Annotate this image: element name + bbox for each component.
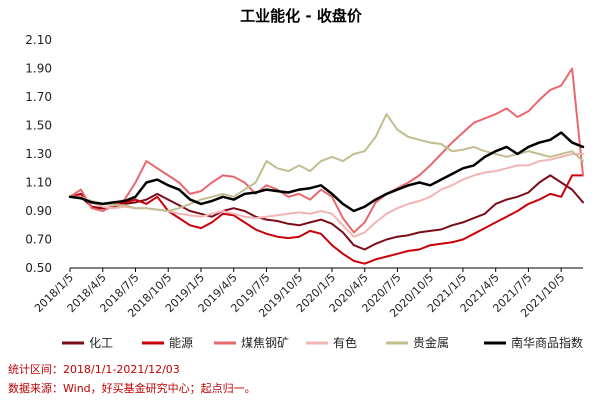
- y-tick-label: 0.50: [25, 261, 52, 275]
- y-tick-label: 2.10: [25, 33, 52, 47]
- y-tick-label: 0.90: [25, 204, 52, 218]
- legend-label: 煤焦钢矿: [241, 336, 289, 350]
- y-tick-label: 1.90: [25, 62, 52, 76]
- legend-label: 能源: [169, 336, 193, 350]
- series-line-6: [68, 131, 585, 213]
- statistics-range-note: 统计区间：2018/1/1-2021/12/03: [8, 363, 180, 376]
- series-line-3: [69, 67, 584, 234]
- chart-title: 工业能化 - 收盘价: [240, 7, 363, 25]
- legend-label: 南华商品指数: [511, 335, 583, 350]
- y-axis: 2.10 1.90 1.70 1.50 1.30 1.10 0.90 0.70 0.50: [25, 33, 52, 275]
- y-tick-label: 1.70: [25, 90, 52, 104]
- y-tick-label: 0.70: [25, 233, 52, 247]
- series-line-5: [69, 113, 584, 212]
- data-source-note: 数据来源：Wind，好买基金研究中心；起点归一。: [8, 382, 256, 395]
- y-tick-label: 1.30: [25, 147, 52, 161]
- legend: 化工 能源 煤焦钢矿 有色 贵金属 南华商品指数: [62, 335, 583, 350]
- x-axis: 2018/1/52018/4/52018/7/52018/10/52019/1/…: [32, 267, 583, 320]
- series-line-2: [69, 174, 584, 265]
- legend-label: 贵金属: [413, 335, 449, 350]
- legend-label: 化工: [89, 336, 113, 350]
- series-line-4: [69, 153, 584, 238]
- series-line-1: [69, 174, 584, 251]
- y-tick-label: 1.10: [25, 176, 52, 190]
- series-layer: [68, 67, 585, 265]
- y-tick-label: 1.50: [25, 119, 52, 133]
- legend-label: 有色: [333, 336, 357, 350]
